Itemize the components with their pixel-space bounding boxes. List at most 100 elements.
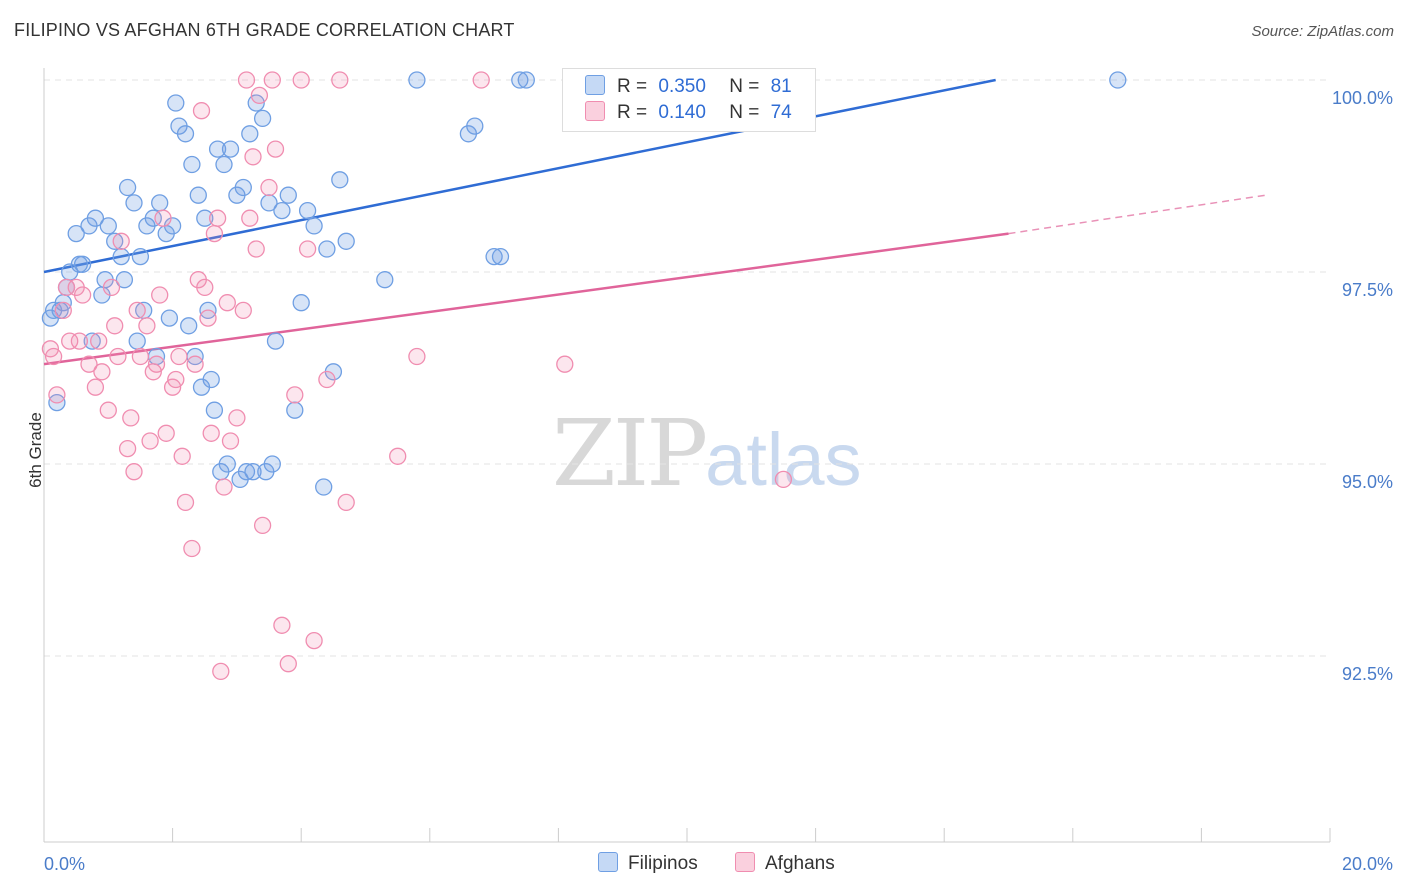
point-afghans (273, 616, 291, 634)
point-filipinos (517, 71, 535, 89)
legend-r-label: R = (617, 102, 648, 123)
chart-title: FILIPINO VS AFGHAN 6TH GRADE CORRELATION… (14, 20, 515, 40)
point-filipinos (331, 171, 349, 189)
point-afghans (54, 301, 72, 320)
point-afghans (228, 409, 246, 427)
point-filipinos (128, 332, 146, 350)
point-afghans (93, 363, 111, 381)
point-afghans (125, 463, 143, 481)
point-afghans (112, 232, 130, 250)
point-filipinos (408, 71, 426, 89)
point-filipinos (1109, 71, 1127, 89)
point-filipinos (86, 209, 105, 227)
legend-r-value: 0.350 (658, 76, 706, 97)
legend-row-afghans: R = 0.140 N = 74 (585, 101, 792, 125)
point-filipinos (205, 401, 224, 419)
point-afghans (774, 470, 793, 489)
point-filipinos (151, 194, 169, 212)
point-afghans (173, 447, 191, 465)
point-afghans (151, 286, 169, 304)
x-tick-label-max: 20.0% (1342, 854, 1393, 874)
stats-legend: R = 0.350 N = 81 R = 0.140 N = 74 (562, 68, 816, 132)
point-filipinos (106, 232, 124, 250)
trend-line-afghans (43, 232, 1009, 366)
point-afghans (70, 332, 89, 350)
point-filipinos (167, 94, 185, 112)
point-filipinos (337, 232, 355, 250)
point-filipinos (234, 178, 252, 197)
point-filipinos (305, 217, 323, 235)
point-filipinos (208, 140, 227, 158)
trend-lines (43, 78, 1266, 366)
point-afghans (244, 148, 262, 166)
legend-row-filipinos: R = 0.350 N = 81 (585, 75, 792, 99)
point-afghans (205, 224, 224, 243)
point-filipinos (215, 155, 233, 174)
y-tick-label: 95.0% (1342, 472, 1393, 492)
point-afghans (176, 493, 195, 512)
point-filipinos (176, 125, 195, 143)
point-afghans (138, 317, 156, 335)
point-afghans (234, 301, 252, 320)
point-filipinos (491, 247, 510, 266)
point-filipinos (485, 247, 503, 266)
bottom-legend-label-filipinos: Filipinos (628, 853, 698, 874)
legend-n-value: 81 (770, 76, 792, 97)
point-afghans (263, 71, 281, 89)
point-afghans (154, 209, 172, 227)
point-afghans (218, 294, 236, 312)
point-afghans (118, 439, 137, 458)
point-filipinos (112, 247, 130, 266)
point-afghans (80, 355, 98, 373)
point-afghans (61, 332, 79, 350)
point-filipinos (298, 201, 317, 220)
point-afghans (183, 539, 201, 558)
point-filipinos (466, 117, 484, 135)
point-afghans (86, 378, 105, 396)
legend-n-value: 74 (770, 102, 792, 123)
point-filipinos (292, 294, 310, 312)
point-afghans (57, 278, 76, 297)
point-afghans (221, 432, 240, 450)
point-filipinos (237, 463, 256, 481)
trend-line-filipinos (43, 78, 996, 274)
point-filipinos (244, 463, 262, 481)
point-afghans (90, 332, 108, 350)
point-filipinos (286, 401, 304, 419)
legend-swatch-filipinos (585, 75, 605, 95)
point-afghans (318, 370, 336, 389)
point-afghans (247, 240, 265, 258)
legend-r-value: 0.140 (658, 102, 706, 123)
grid (44, 79, 1330, 657)
point-afghans (141, 432, 159, 450)
point-afghans (208, 209, 227, 227)
point-afghans (192, 102, 211, 120)
point-afghans (122, 409, 140, 427)
point-afghans (279, 655, 297, 673)
bottom-legend-filipinos: Filipinos (598, 852, 698, 875)
point-filipinos (183, 155, 201, 174)
point-afghans (106, 317, 124, 335)
point-filipinos (131, 247, 150, 266)
bottom-legend-afghans: Afghans (735, 852, 835, 875)
point-afghans (472, 71, 490, 89)
point-afghans (250, 86, 269, 105)
point-filipinos (118, 178, 137, 197)
point-filipinos (83, 332, 101, 350)
point-afghans (389, 447, 407, 465)
point-afghans (109, 347, 127, 366)
point-afghans (202, 424, 220, 442)
point-filipinos (315, 478, 333, 496)
point-filipinos (192, 378, 211, 396)
point-afghans (286, 386, 304, 404)
point-filipinos (144, 209, 162, 227)
point-afghans (253, 516, 272, 535)
point-afghans (99, 401, 117, 419)
point-afghans (199, 309, 217, 327)
point-afghans (260, 178, 278, 197)
legend-swatch-afghans (585, 101, 605, 121)
point-filipinos (241, 125, 259, 143)
point-afghans (237, 71, 256, 89)
y-tick-labels: 100.0% 97.5% 95.0% 92.5% (1332, 88, 1393, 684)
